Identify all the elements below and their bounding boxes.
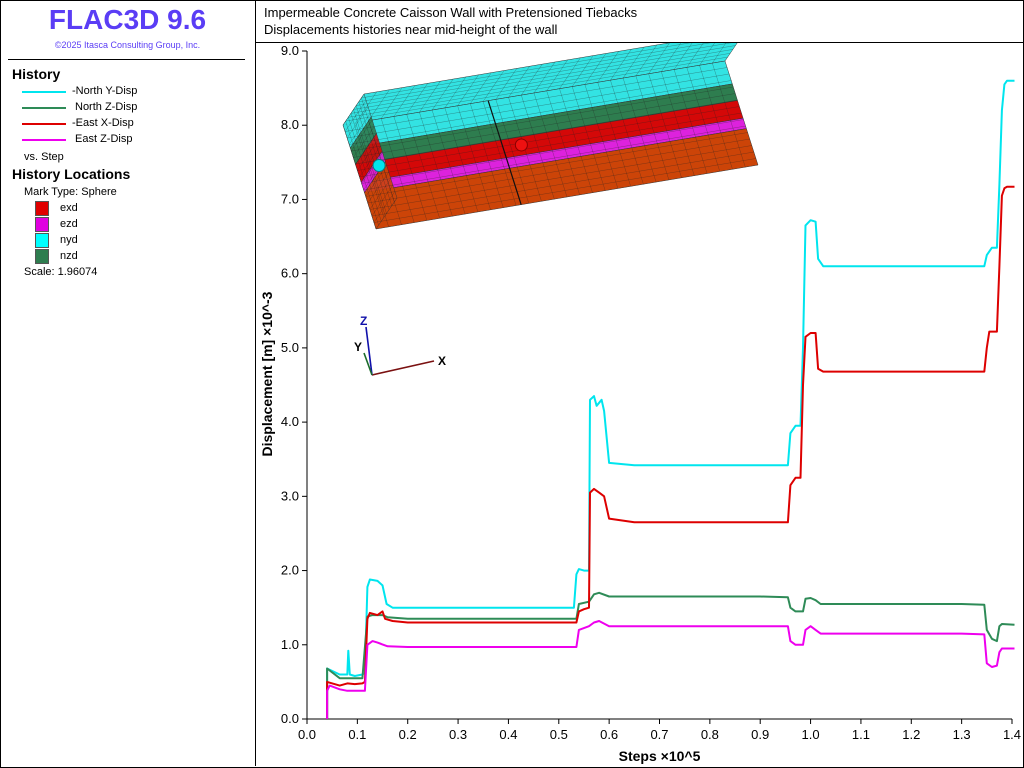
location-swatch — [35, 201, 49, 216]
x-tick-label: 0.9 — [751, 727, 769, 742]
series-line-0 — [326, 79, 1015, 719]
y-tick-label: 2.0 — [281, 563, 299, 578]
triad-y-label: Y — [354, 340, 362, 354]
copyright-text: ©2025 Itasca Consulting Group, Inc. — [54, 40, 201, 50]
chart-axes: 0.0 0.1 0.2 0.3 0.4 0.5 0.6 0.7 0.8 0.9 1.0 1.1 1.2 1… — [259, 43, 1021, 764]
y-tick-label: 1.0 — [281, 637, 299, 652]
legend-swatch — [22, 139, 66, 141]
y-tick-label: 9.0 — [281, 43, 299, 58]
model-view: X ZY — [342, 43, 759, 376]
legend-label: North Z-Disp — [75, 101, 138, 113]
x-tick-label: 0.0 — [298, 727, 316, 742]
y-tick-label: 3.0 — [281, 488, 299, 503]
location-label: exd — [60, 202, 78, 214]
y-tick-label: 4.0 — [281, 414, 299, 429]
x-tick-label: 1.3 — [953, 727, 971, 742]
triad-x-axis — [371, 360, 435, 376]
y-tick-label: 7.0 — [281, 191, 299, 206]
legend-swatch — [22, 123, 66, 125]
divider — [8, 59, 245, 60]
legend-swatch — [22, 91, 66, 93]
history-marker-nyd — [372, 159, 386, 172]
location-label: nzd — [60, 250, 78, 262]
legend-panel: FLAC3D 9.6 ©2025 Itasca Consulting Group… — [0, 0, 256, 766]
chart-series — [326, 79, 1015, 719]
plot-title: Impermeable Concrete Caisson Wall with P… — [264, 5, 638, 20]
legend-label: -East X-Disp — [72, 117, 134, 129]
triad-z-label: Z — [360, 314, 367, 328]
series-line-1 — [326, 591, 1015, 719]
series-line-2 — [326, 185, 1015, 719]
app-title: FLAC3D 9.6 — [48, 4, 207, 35]
scale-label: Scale: 1.96074 — [24, 266, 98, 278]
x-tick-label: 0.5 — [550, 727, 568, 742]
legend-label: -North Y-Disp — [72, 85, 138, 97]
y-tick-label: 5.0 — [281, 340, 299, 355]
x-tick-label: 0.6 — [600, 727, 618, 742]
x-tick-label: 0.4 — [499, 727, 517, 742]
triad-z-axis — [365, 326, 373, 376]
location-label: ezd — [60, 218, 78, 230]
x-tick-label: 0.2 — [399, 727, 417, 742]
model-mesh — [344, 43, 756, 227]
x-tick-label: 0.1 — [348, 727, 366, 742]
location-swatch — [35, 249, 49, 264]
history-marker-exd — [514, 138, 528, 152]
x-tick-label: 0.3 — [449, 727, 467, 742]
legend-label: East Z-Disp — [75, 133, 133, 145]
triad-x-label: X — [438, 354, 446, 368]
model-wall-edge — [487, 100, 522, 205]
history-locations-heading: History Locations — [12, 166, 131, 182]
y-tick-label: 8.0 — [281, 117, 299, 132]
plot-subtitle: Displacements histories near mid-height … — [264, 22, 558, 37]
series-line-3 — [326, 620, 1015, 719]
x-tick-label: 1.0 — [802, 727, 820, 742]
plot-header: Impermeable Concrete Caisson Wall with P… — [256, 0, 1023, 43]
vs-step-label: vs. Step — [24, 151, 64, 163]
location-swatch — [35, 217, 49, 232]
location-label: nyd — [60, 234, 78, 246]
y-tick-label: 6.0 — [281, 266, 299, 281]
x-axis-label: Steps ×10^5 — [619, 748, 701, 764]
x-tick-label: 0.8 — [701, 727, 719, 742]
y-tick-label: 0.0 — [281, 711, 299, 726]
history-heading: History — [12, 66, 61, 82]
y-axis-label: Displacement [m] ×10^-3 — [259, 291, 275, 456]
x-tick-label: 1.2 — [902, 727, 920, 742]
x-tick-label: 1.4 — [1003, 727, 1021, 742]
mark-type-label: Mark Type: Sphere — [24, 186, 117, 198]
x-tick-label: 0.7 — [650, 727, 668, 742]
location-swatch — [35, 233, 49, 248]
triad-y-axis — [363, 352, 373, 376]
history-chart: 0.0 0.1 0.2 0.3 0.4 0.5 0.6 0.7 0.8 0.9 1.0 1.1 1.2 1… — [259, 43, 1021, 764]
x-tick-label: 1.1 — [852, 727, 870, 742]
legend-swatch — [22, 107, 66, 109]
